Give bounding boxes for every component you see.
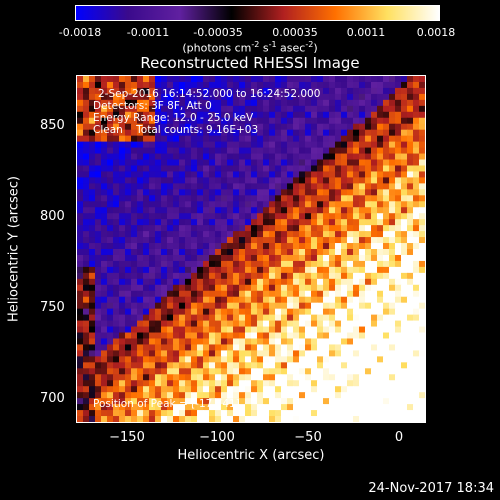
y-tick: 750 [40, 300, 65, 315]
colorbar-tick: 0.00035 [272, 26, 318, 39]
colorbar-units: (photons cm-2 s-1 asec-2) [182, 40, 318, 55]
y-axis-label: Heliocentric Y (arcsec) [6, 176, 22, 322]
plot-title: Reconstructed RHESSI Image [140, 54, 360, 72]
image-plot [76, 75, 426, 423]
y-tick: 850 [40, 118, 65, 133]
colorbar-tick: 0.0011 [346, 26, 386, 39]
colorbar-tick: -0.00035 [193, 26, 243, 39]
colorbar-tick: -0.0011 [126, 26, 170, 39]
y-tick: 700 [40, 391, 65, 406]
rhessi-image [77, 76, 425, 422]
colorbar-tick: -0.0018 [58, 26, 102, 39]
x-tick: −50 [294, 430, 322, 445]
annotation-detectors: Detectors: 3F 8F, Att 0 [93, 100, 212, 112]
colorbar-tick: 0.0018 [416, 26, 456, 39]
colorbar [75, 5, 440, 21]
x-tick: −100 [199, 430, 235, 445]
x-tick: 0 [394, 430, 404, 445]
annotation-time: 2-Sep-2016 16:14:52.000 to 16:24:52.000 [98, 88, 321, 100]
x-axis-label: Heliocentric X (arcsec) [177, 448, 325, 463]
annotation-energy: Energy Range: 12.0 - 25.0 keV [93, 112, 254, 124]
annotation-clean: Clean Total counts: 9.16E+03 [93, 124, 259, 136]
timestamp: 24-Nov-2017 18:34 [368, 481, 494, 496]
x-tick: −150 [109, 430, 145, 445]
y-tick: 800 [40, 209, 65, 224]
annotation-peak: Position of Peak = [-17,741] [93, 398, 240, 410]
